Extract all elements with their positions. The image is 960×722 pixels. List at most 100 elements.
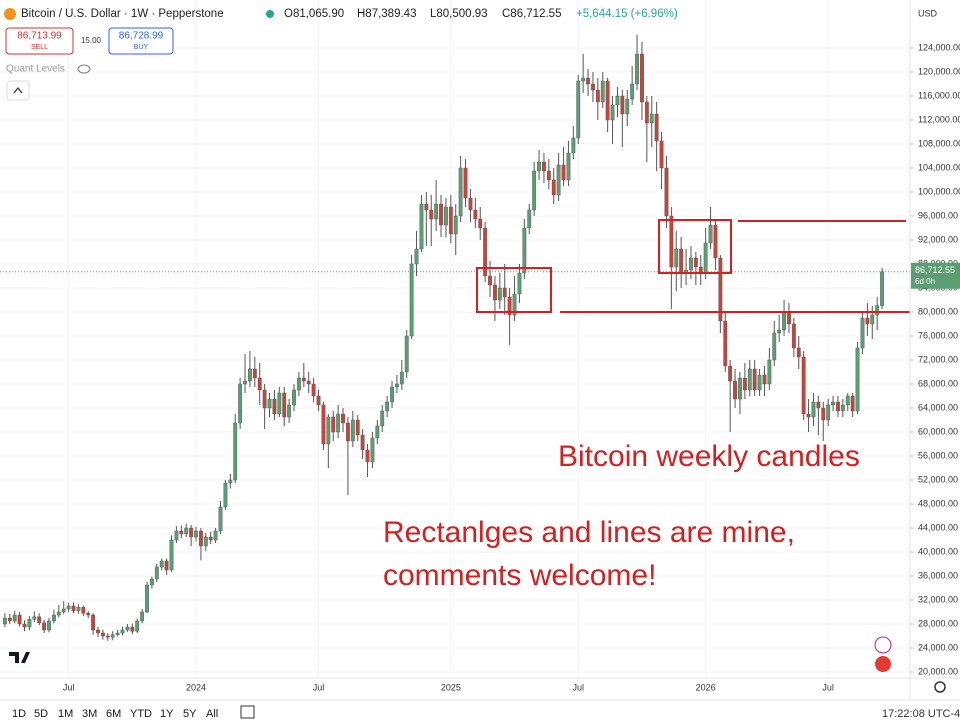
candle-body: [703, 242, 708, 274]
currency[interactable]: USD: [918, 8, 938, 18]
range-button[interactable]: 6M: [106, 708, 121, 720]
candle-body: [203, 536, 208, 547]
candle-body: [380, 410, 385, 427]
annotation: Bitcoin weekly candles: [558, 440, 860, 473]
chevron: [13, 86, 23, 94]
range-button[interactable]: 5D: [34, 708, 48, 720]
candle-body: [272, 398, 277, 415]
y-tick-label: 24,000.00: [918, 642, 958, 652]
candle-body: [796, 347, 801, 358]
candle-body: [105, 635, 110, 638]
buy-button[interactable]: [108, 27, 174, 55]
eye-icon[interactable]: [77, 64, 91, 74]
candle-body: [615, 95, 620, 106]
candle-body: [399, 371, 404, 385]
x-tick-label: 2025: [441, 682, 461, 692]
candle-body: [713, 224, 718, 259]
sell-button[interactable]: [5, 27, 74, 55]
candle-body: [257, 377, 262, 391]
candle-body: [223, 482, 228, 508]
candle-body: [679, 248, 684, 274]
candle-body: [434, 203, 439, 220]
candle-body: [385, 401, 390, 412]
candle-body: [762, 374, 767, 385]
y-tick-label: 92,000.00: [918, 234, 958, 244]
candle-body: [365, 449, 370, 463]
drawn-rectangle: [476, 267, 552, 313]
candle-body: [346, 422, 350, 442]
candle-body: [56, 611, 61, 616]
range-button[interactable]: 1D: [12, 708, 26, 720]
candle-body: [493, 284, 497, 301]
candle-body: [512, 293, 517, 316]
symbol[interactable]: Bitcoin / U.S. Dollar · 1W · Pepperstone: [21, 8, 224, 20]
candle-body: [159, 560, 164, 568]
y-tick-label: 40,000.00: [918, 546, 958, 556]
candle-body: [551, 179, 556, 196]
range-button[interactable]: YTD: [130, 708, 152, 720]
candle-body: [752, 368, 757, 391]
candle-body: [767, 359, 772, 385]
collapse-button[interactable]: [6, 80, 30, 101]
candle-body: [537, 161, 541, 172]
y-tick-label: 28,000.00: [918, 618, 958, 628]
candle-body: [390, 386, 394, 403]
candle-body: [42, 622, 47, 631]
candle-body: [532, 170, 537, 211]
candle-body: [473, 209, 478, 220]
candle-body: [649, 113, 654, 124]
candle-body: [586, 77, 590, 85]
candle-body: [497, 287, 502, 301]
candle-body: [468, 197, 473, 211]
candle-body: [591, 83, 595, 91]
candle-body: [395, 383, 399, 388]
candle-body: [96, 629, 100, 634]
candle-body: [517, 272, 522, 295]
candle-body: [640, 53, 644, 103]
indicator[interactable]: Quant Levels: [6, 64, 65, 75]
candle-body: [855, 347, 860, 412]
candle-body: [184, 527, 189, 535]
candle-body: [845, 395, 850, 406]
range-button[interactable]: 1Y: [160, 708, 174, 720]
candle-body: [149, 578, 154, 586]
icon[interactable]: [874, 636, 892, 654]
y-tick-label: 100,000.00: [918, 186, 960, 196]
candle-body: [12, 614, 17, 622]
candle-body: [654, 113, 659, 142]
icon[interactable]: [875, 656, 891, 672]
calendar-icon[interactable]: [240, 705, 255, 719]
candle-body: [733, 380, 737, 400]
range-button[interactable]: All: [206, 708, 218, 720]
candle-body: [605, 80, 610, 121]
candle-body: [66, 605, 71, 610]
y-tick-label: 52,000.00: [918, 474, 958, 484]
candle-body: [870, 314, 875, 325]
candle-body: [17, 614, 22, 625]
candle-body: [791, 323, 796, 349]
y-tick-label: 96,000.00: [918, 210, 958, 220]
settings-icon[interactable]: [934, 681, 946, 693]
countdown: 6d 0h: [915, 277, 935, 286]
range-button[interactable]: 5Y: [183, 708, 197, 720]
candle-body: [444, 206, 448, 226]
axes: 20,000.00 24,000.00 28,000.00 32,000.00 36,0…: [63, 42, 960, 692]
candle-body: [218, 506, 223, 532]
candle-body: [610, 104, 615, 121]
candle-body: [252, 368, 257, 379]
candle-body: [424, 203, 429, 211]
candle-body: [321, 404, 326, 445]
y-tick-label: 60,000.00: [918, 426, 958, 436]
range-button[interactable]: 1M: [58, 708, 73, 720]
candle-body: [448, 206, 453, 235]
ohlc-change: +5,644.15 (+6.96%): [576, 8, 678, 20]
candle-body: [331, 416, 336, 433]
candle-body: [336, 413, 341, 433]
last-price-label: 86,712.55: [915, 265, 955, 275]
candle-body: [135, 620, 140, 632]
y-tick-label: 72,000.00: [918, 354, 958, 364]
candle-body: [644, 101, 649, 124]
range-button[interactable]: 3M: [82, 708, 97, 720]
candle-body: [782, 311, 786, 331]
